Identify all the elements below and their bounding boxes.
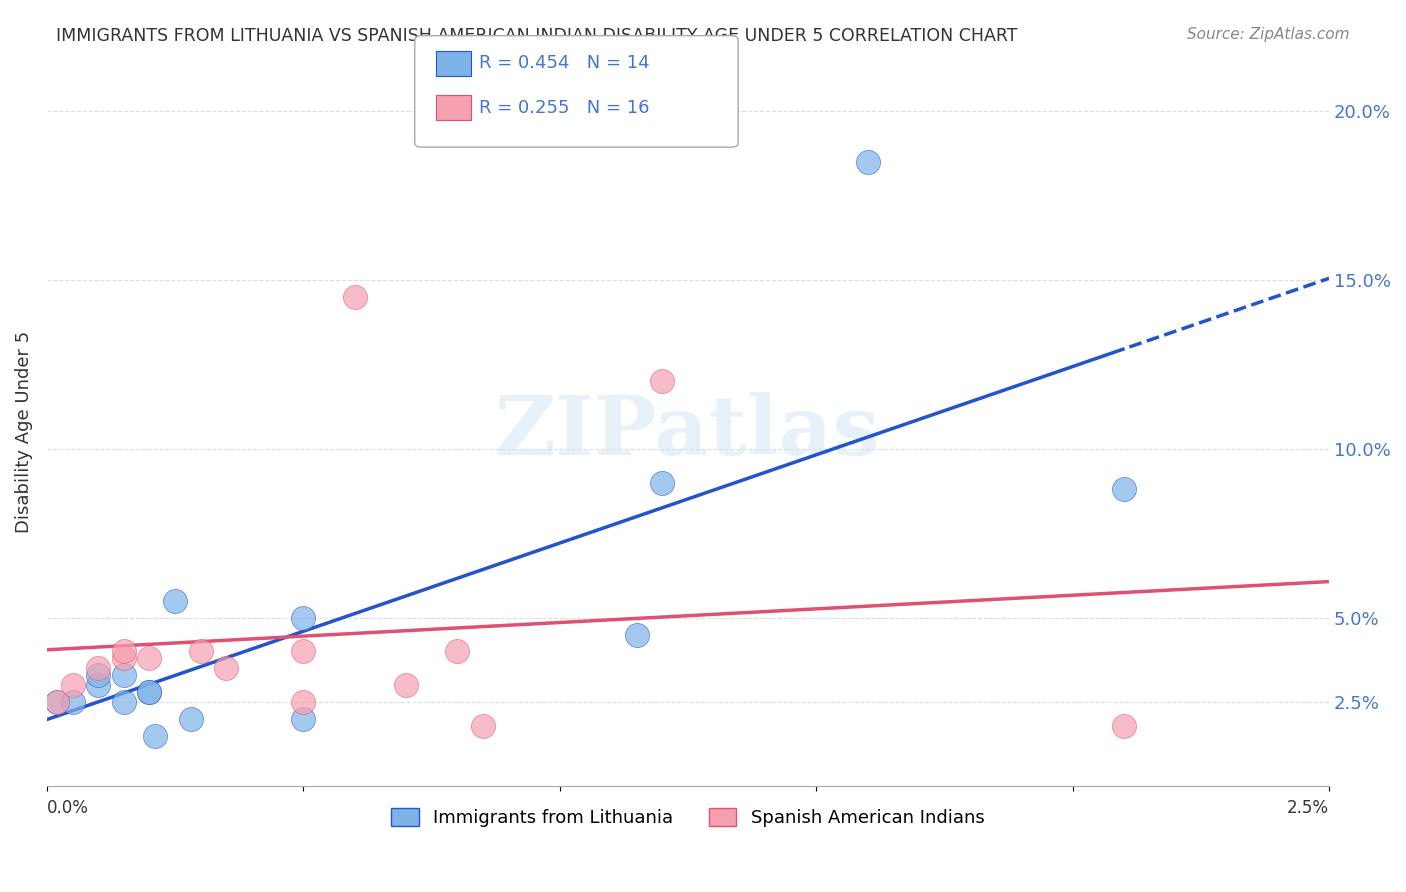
Point: [138, 685, 160, 699]
Point: [292, 712, 315, 726]
Point: [626, 627, 648, 641]
Text: 2.5%: 2.5%: [1286, 799, 1329, 817]
Point: [395, 678, 418, 692]
Point: [112, 695, 135, 709]
Text: R = 0.255   N = 16: R = 0.255 N = 16: [479, 99, 650, 117]
Point: [112, 644, 135, 658]
Point: [87, 661, 110, 675]
Point: [179, 712, 201, 726]
Point: [215, 661, 238, 675]
Text: Source: ZipAtlas.com: Source: ZipAtlas.com: [1187, 27, 1350, 42]
Point: [292, 644, 315, 658]
Point: [343, 290, 366, 304]
Point: [87, 668, 110, 682]
Point: [46, 695, 69, 709]
Point: [1112, 719, 1135, 733]
Text: ZIPatlas: ZIPatlas: [495, 392, 880, 472]
Text: R = 0.454   N = 14: R = 0.454 N = 14: [479, 54, 650, 72]
Point: [292, 695, 315, 709]
Point: [138, 685, 160, 699]
Point: [143, 729, 166, 743]
Text: 0.0%: 0.0%: [46, 799, 89, 817]
Point: [87, 678, 110, 692]
Point: [856, 154, 879, 169]
Point: [292, 610, 315, 624]
Point: [138, 651, 160, 665]
Point: [651, 374, 673, 388]
Y-axis label: Disability Age Under 5: Disability Age Under 5: [15, 331, 32, 533]
Point: [112, 651, 135, 665]
Point: [62, 695, 84, 709]
Point: [651, 475, 673, 490]
Point: [1112, 483, 1135, 497]
Point: [46, 695, 69, 709]
Point: [112, 668, 135, 682]
Point: [471, 719, 494, 733]
Point: [165, 594, 187, 608]
Legend: Immigrants from Lithuania, Spanish American Indians: Immigrants from Lithuania, Spanish Ameri…: [384, 800, 991, 834]
Point: [190, 644, 212, 658]
Point: [446, 644, 468, 658]
Text: IMMIGRANTS FROM LITHUANIA VS SPANISH AMERICAN INDIAN DISABILITY AGE UNDER 5 CORR: IMMIGRANTS FROM LITHUANIA VS SPANISH AME…: [56, 27, 1018, 45]
Point: [62, 678, 84, 692]
